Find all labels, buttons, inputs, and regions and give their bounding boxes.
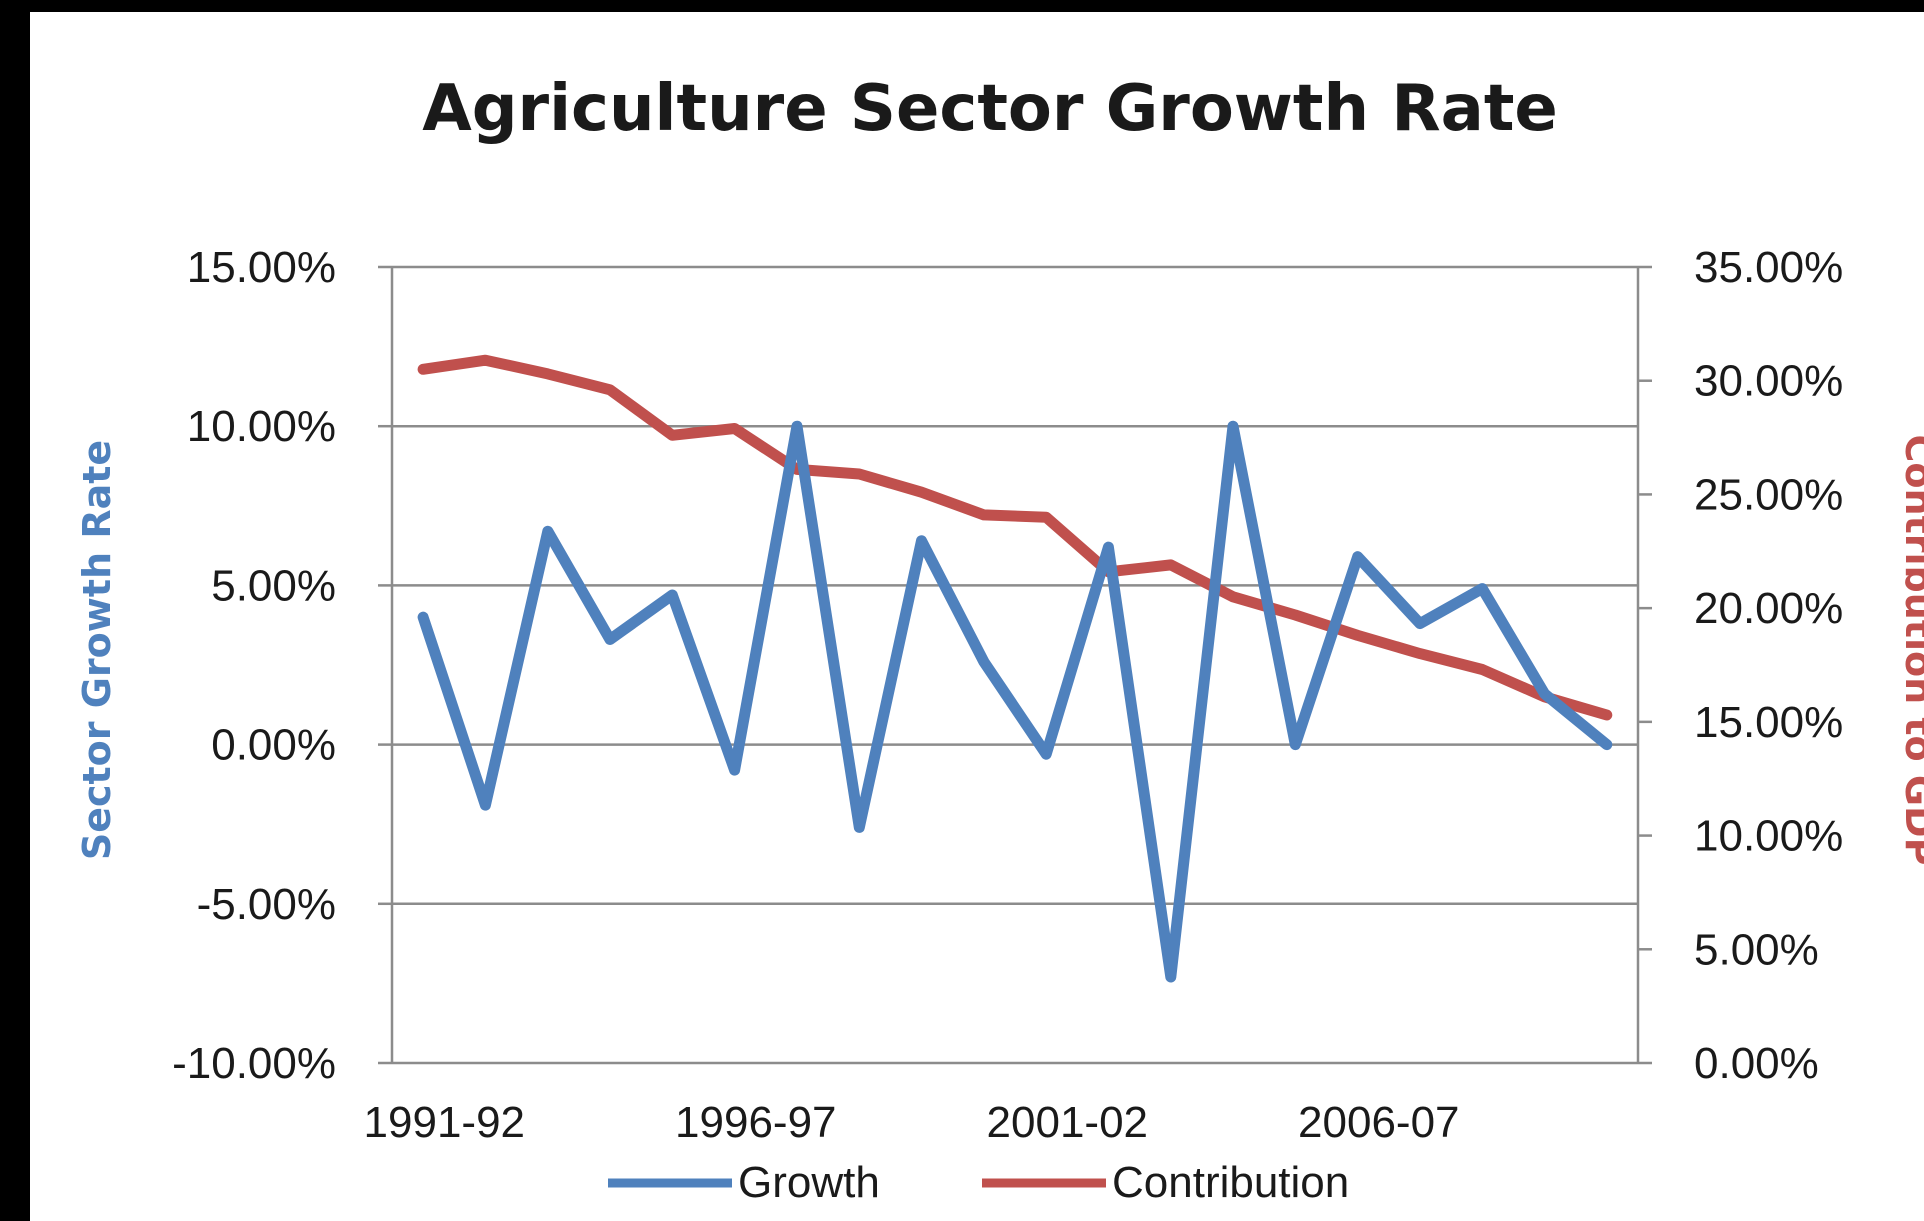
tick-labels: 15.00% 10.00% 5.00% 0.00% -5.00% -10.00% 35.00… — [172, 243, 1843, 1147]
chart-background — [30, 12, 1924, 1221]
y-left-tick-label: -5.00% — [197, 880, 336, 929]
x-tick-label: 1991-92 — [364, 1098, 525, 1147]
y-right-tick-label: 30.00% — [1694, 357, 1843, 406]
y-right-tick-label: 25.00% — [1694, 470, 1843, 519]
y-axis-right-label: Contribution to GDP — [1897, 435, 1924, 866]
y-right-tick-label: 10.00% — [1694, 812, 1843, 861]
y-right-tick-label: 15.00% — [1694, 698, 1843, 747]
series-line-contribution — [417, 354, 1613, 721]
chart-title: Agriculture Sector Growth Rate — [422, 72, 1558, 146]
legend-label-contribution: Contribution — [1112, 1158, 1349, 1207]
y-left-tick-label: -10.00% — [172, 1039, 336, 1088]
gridlines — [392, 265, 1638, 1065]
x-tick-label: 1996-97 — [675, 1098, 836, 1147]
x-tick-label: 2006-07 — [1298, 1098, 1459, 1147]
legend: Growth Contribution — [608, 1158, 1349, 1207]
y-right-tick-label: 5.00% — [1694, 925, 1819, 974]
legend-label-growth: Growth — [738, 1158, 880, 1207]
y-axis-left-label: Sector Growth Rate — [75, 440, 119, 860]
y-left-tick-label: 5.00% — [211, 561, 336, 610]
y-right-tick-label: 35.00% — [1694, 243, 1843, 292]
series-line-growth — [417, 420, 1613, 983]
y-left-tick-label: 10.00% — [187, 402, 336, 451]
y-right-tick-label: 20.00% — [1694, 584, 1843, 633]
y-right-tick-label: 0.00% — [1694, 1039, 1819, 1088]
series-lines — [417, 354, 1613, 983]
x-tick-label: 2001-02 — [987, 1098, 1148, 1147]
y-left-tick-label: 15.00% — [187, 243, 336, 292]
axes — [378, 265, 1652, 1065]
y-left-tick-label: 0.00% — [211, 721, 336, 770]
